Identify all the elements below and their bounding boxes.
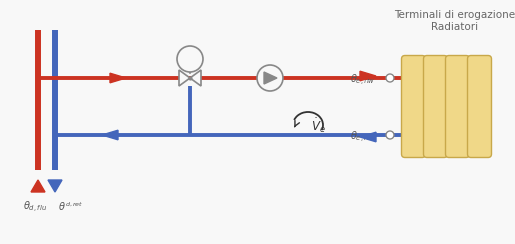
FancyBboxPatch shape: [402, 55, 425, 157]
FancyBboxPatch shape: [468, 55, 491, 157]
FancyBboxPatch shape: [445, 55, 470, 157]
Text: M: M: [184, 52, 195, 65]
Polygon shape: [264, 72, 277, 84]
Text: $\dot{V}_{e}$: $\dot{V}_{e}$: [311, 116, 326, 134]
Polygon shape: [360, 132, 376, 142]
FancyBboxPatch shape: [423, 55, 448, 157]
Polygon shape: [179, 70, 190, 86]
Text: $\theta_{e,ret}$: $\theta_{e,ret}$: [350, 130, 375, 144]
Circle shape: [386, 131, 394, 139]
Circle shape: [386, 74, 394, 82]
Polygon shape: [31, 180, 45, 192]
Text: $_{d,ret}$: $_{d,ret}$: [65, 200, 83, 209]
Polygon shape: [190, 70, 201, 86]
Polygon shape: [360, 71, 376, 81]
Circle shape: [257, 65, 283, 91]
Polygon shape: [110, 73, 126, 83]
Text: $\theta_{e,flw}$: $\theta_{e,flw}$: [350, 72, 375, 88]
Polygon shape: [48, 180, 62, 192]
Text: $\theta$: $\theta$: [58, 200, 66, 212]
Text: Terminali di erogazione: Terminali di erogazione: [394, 10, 515, 20]
Text: $\theta_{d,flu}$: $\theta_{d,flu}$: [23, 200, 47, 215]
Polygon shape: [102, 130, 118, 140]
Circle shape: [177, 46, 203, 72]
Text: Radiatori: Radiatori: [432, 22, 478, 32]
